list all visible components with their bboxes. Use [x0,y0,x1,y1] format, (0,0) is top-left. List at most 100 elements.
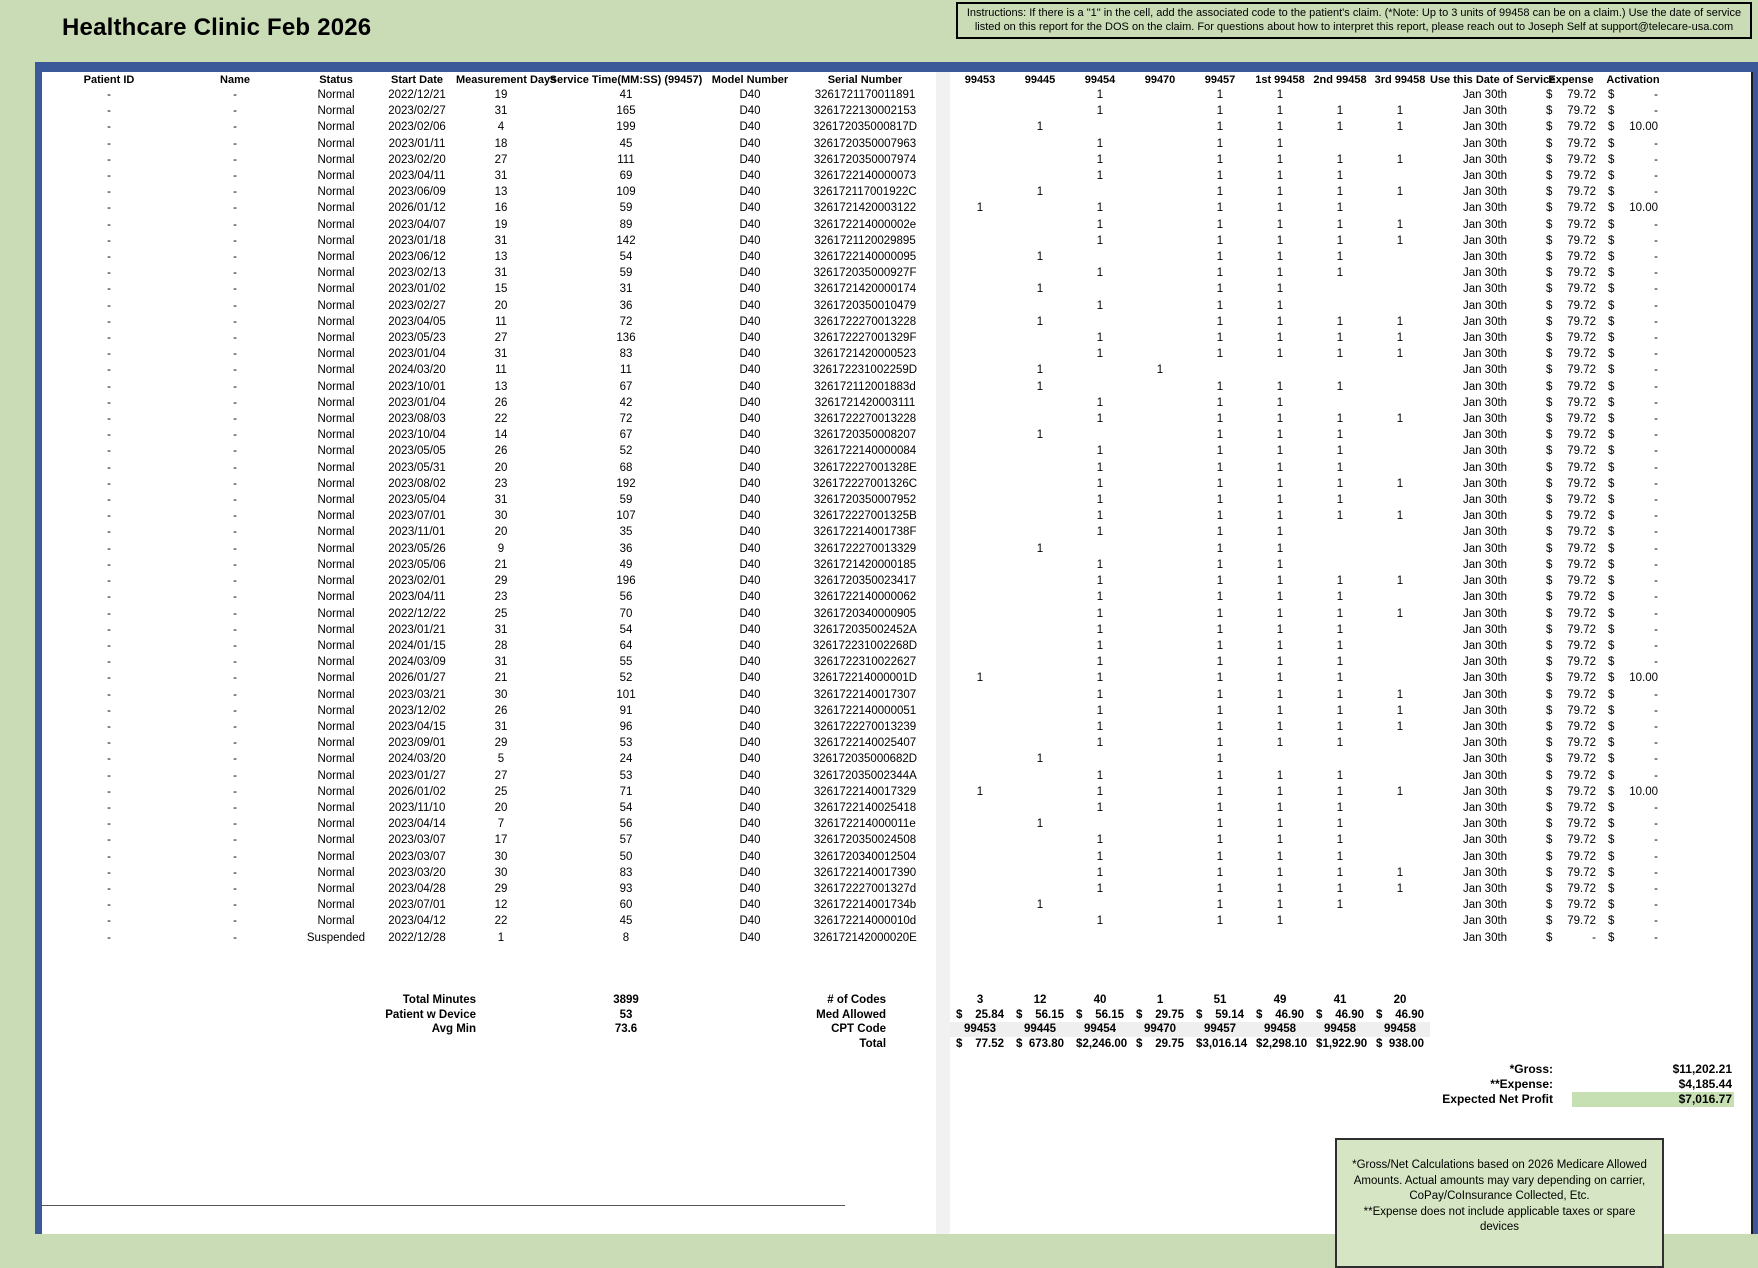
cell-code-99470 [1130,751,1190,767]
cell-serial-number: 3261721420003111 [814,396,916,409]
cell-measurement-days: 29 [494,882,508,895]
cell-activation: $ - [1602,249,1664,265]
currency-symbol: $ [1608,461,1615,474]
amount: 79.72 [1567,639,1596,652]
cell-start-date: 2023/04/07 [388,218,446,231]
cpt-code-8: 99458 [1370,1022,1431,1038]
amount: - [1654,656,1658,669]
cell-code-99453 [950,103,1010,119]
cell-expense: $79.72 [1540,136,1602,152]
cell-patient-id: - [107,234,111,247]
cell-code-99470 [1130,589,1190,605]
summary-row-3: Avg Min 73.6 CPT Code 99453 99445 99454 … [42,1022,1664,1038]
med-allowed-label: Med Allowed [816,1008,887,1021]
cell-code-99453 [950,217,1010,233]
cell-code-99453 [950,119,1010,135]
table-row: - - Normal 2023/10/01 13 67 D40 326172112001883… [42,379,1664,395]
column-gap [936,832,950,848]
amount: 79.72 [1567,234,1596,247]
table-row: - - Normal 2023/04/11 31 69 D40 326172214000007… [42,168,1664,184]
column-gap [936,184,950,200]
cell-code-99470 [1130,103,1190,119]
amount: 79.72 [1567,801,1596,814]
cell-status: Normal [317,170,355,183]
cell-patient-id: - [107,818,111,831]
table-row: - - Normal 2023/05/31 20 68 D40 326172227001328… [42,460,1664,476]
amount: 79.72 [1567,429,1596,442]
cell-second-99458: 1 [1336,153,1344,166]
cell-date-of-service: Jan 30th [1462,850,1508,863]
table-row: - - Normal 2023/10/04 14 67 D40 326172035000820… [42,427,1664,443]
num-codes-99454: 40 [1093,994,1107,1006]
cell-second-99458: 1 [1336,834,1344,847]
cell-code-99453 [950,719,1010,735]
cell-code-99470 [1130,379,1190,395]
cell-code-99454: 1 [1096,510,1104,523]
cell-name: - [233,380,237,393]
col-header-start-date: Start Date [391,73,443,86]
cell-first-99458: 1 [1276,153,1284,166]
currency-symbol: $ [1546,170,1553,183]
column-gap [936,443,950,459]
cell-second-99458: 1 [1336,477,1344,490]
col-header-status: Status [319,73,353,86]
cpt-code-7: 99458 [1310,1022,1371,1038]
cell-activation: $ - [1602,606,1664,622]
cell-date-of-service: Jan 30th [1462,607,1508,620]
currency-symbol: $ [1546,623,1553,636]
cell-expense: $79.72 [1540,589,1602,605]
cell-expense: $79.72 [1540,670,1602,686]
cell-third-99458: 1 [1396,332,1404,345]
cell-code-99457: 1 [1216,234,1224,247]
cell-date-of-service: Jan 30th [1462,834,1508,847]
cell-service-time: 69 [619,170,633,183]
cell-serial-number: 3261721420000523 [813,348,917,361]
cell-code-99470 [1130,217,1190,233]
cell-second-99458: 1 [1336,575,1344,588]
cell-expense: $79.72 [1540,233,1602,249]
cell-activation: $ - [1602,832,1664,848]
column-gap [936,881,950,897]
cell-activation: $ - [1602,460,1664,476]
cell-code-99445: 1 [1036,315,1044,328]
cell-code-99470 [1130,411,1190,427]
cell-code-99457: 1 [1216,850,1224,863]
med-allowed-99470: $29.75 [1136,1008,1185,1021]
cell-second-99458: 1 [1336,882,1344,895]
cell-model-number: D40 [739,866,761,879]
amount: - [1654,737,1658,750]
cpt-code-6: 99458 [1250,1022,1311,1038]
cell-serial-number: 3261722140000051 [813,704,917,717]
amount: - [1654,413,1658,426]
cell-second-99458: 1 [1336,445,1344,458]
cell-first-99458: 1 [1276,704,1284,717]
amount: 79.72 [1567,170,1596,183]
cell-third-99458 [1370,557,1430,573]
worksheet: Patient ID Name Status Start Date Measur… [42,72,1753,1268]
cell-code-99445 [1010,460,1070,476]
cell-date-of-service: Jan 30th [1462,348,1508,361]
cell-activation: $ - [1602,395,1664,411]
cell-measurement-days: 31 [494,623,508,636]
currency-symbol: $ [1546,510,1553,523]
cell-start-date: 2023/04/28 [388,882,446,895]
cell-model-number: D40 [739,477,761,490]
cell-code-99445: 1 [1036,364,1044,377]
cell-activation: $ - [1602,346,1664,362]
cell-activation: $ - [1602,524,1664,540]
cell-patient-id: - [107,510,111,523]
cell-service-time: 101 [616,688,636,701]
column-gap [936,573,950,589]
cell-measurement-days: 1 [497,931,505,944]
cell-name: - [233,899,237,912]
cell-code-99470 [1130,136,1190,152]
cell-expense: $79.72 [1540,768,1602,784]
cell-code-99454 [1070,427,1130,443]
cell-serial-number: 326172035002344A [813,769,917,782]
table-row: - - Normal 2023/04/15 31 96 D40 326172227001323… [42,719,1664,735]
cell-date-of-service: Jan 30th [1462,251,1508,264]
cell-activation: $ - [1602,638,1664,654]
cell-expense: $79.72 [1540,897,1602,913]
cell-activation: $ - [1602,314,1664,330]
cell-start-date: 2023/04/12 [388,915,446,928]
